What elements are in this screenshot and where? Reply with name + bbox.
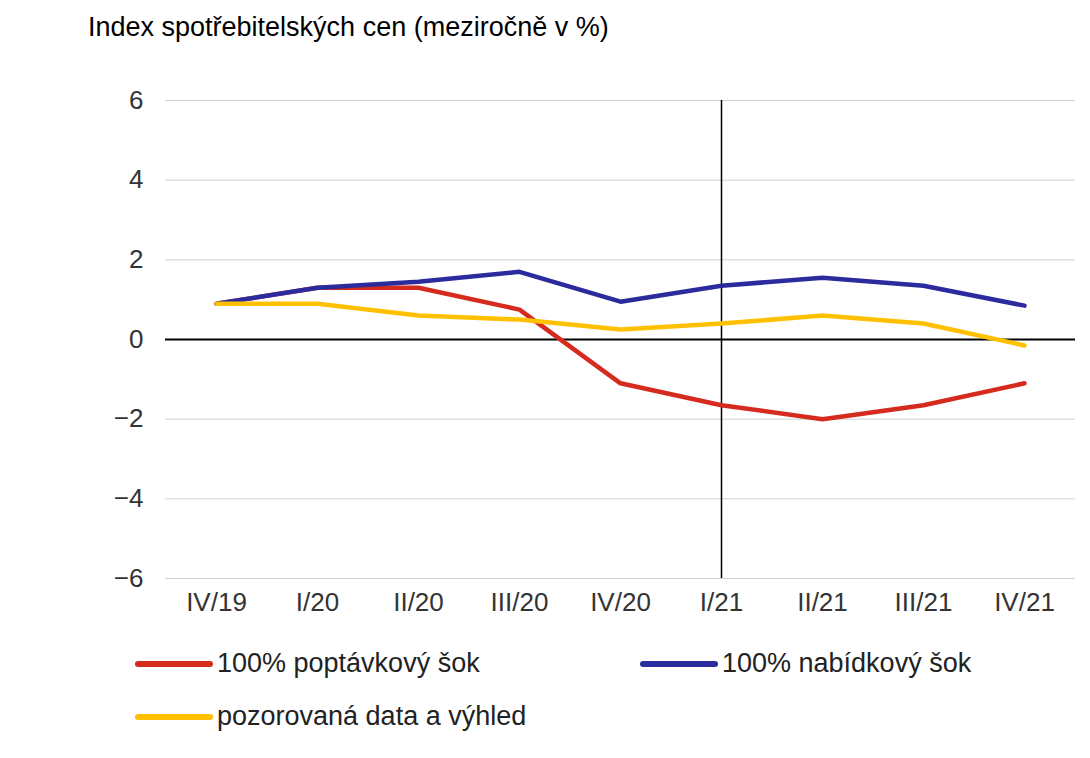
html-text:100% poptávkový šok: 100% poptávkový šok [217,648,480,678]
svg-text:2: 2 [129,244,143,274]
svg-text:−2: −2 [114,403,144,433]
svg-text:III/20: III/20 [491,587,549,617]
svg-text:I/21: I/21 [700,587,743,617]
svg-text:IV/20: IV/20 [590,587,651,617]
svg-text:II/20: II/20 [393,587,444,617]
svg-text:III/21: III/21 [895,587,953,617]
svg-text:6: 6 [129,85,143,115]
html-text:Index spotřebitelských cen (me: Index spotřebitelských cen (meziročně v … [88,12,609,42]
html-text:100% nabídkový šok: 100% nabídkový šok [722,648,972,678]
svg-text:−4: −4 [114,483,144,513]
svg-text:II/21: II/21 [797,587,848,617]
svg-text:I/20: I/20 [296,587,339,617]
svg-text:0: 0 [129,324,143,354]
html-text:pozorovaná data a výhled: pozorovaná data a výhled [217,701,527,731]
svg-text:IV/21: IV/21 [994,587,1055,617]
svg-text:−6: −6 [114,563,144,593]
svg-text:IV/19: IV/19 [186,587,247,617]
svg-text:4: 4 [129,164,143,194]
